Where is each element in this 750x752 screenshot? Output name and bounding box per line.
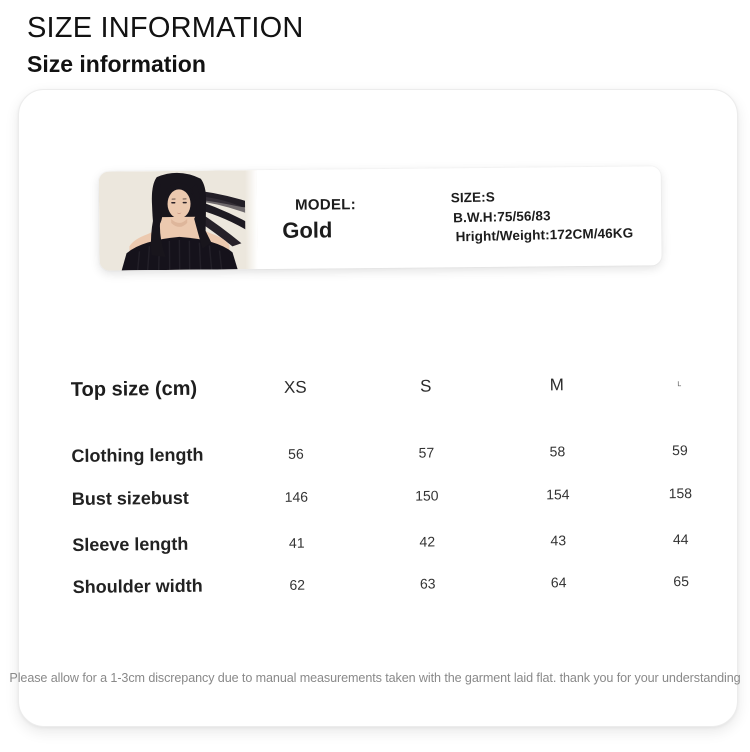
model-identity: MODEL: Gold [282,196,356,244]
cell-value: 58 [549,443,566,460]
column-header-l: L [677,380,682,388]
cell-value: 65 [673,573,690,590]
column-header-m: M [549,375,564,395]
model-photo-illustration [98,170,258,271]
cell-value: 41 [288,534,305,551]
column-header-xs: XS [283,377,307,397]
model-height-weight: Hright/Weight:172CM/46KG [455,225,634,245]
cell-value: 57 [418,444,435,461]
row-label: Sleeve length [72,533,189,555]
cell-value: 59 [672,442,688,459]
cell-value: 63 [419,575,436,592]
table-title: Top size (cm) [70,377,198,401]
row-label: Bust sizebust [71,487,189,509]
table-header-row: Top size (cm) XS S M L [71,359,739,415]
model-label: MODEL: [294,196,357,214]
row-label: Shoulder width [72,575,203,597]
cell-value: 146 [284,488,309,505]
model-photo [98,170,258,271]
cell-value: 150 [415,487,439,504]
row-label: Clothing length [71,444,204,466]
model-name: Gold [282,217,333,243]
page-title-upper: SIZE INFORMATION [27,12,304,44]
cell-value: 64 [550,574,567,591]
cell-value: 44 [672,531,689,548]
cell-value: 158 [668,484,693,502]
table-row-clothing-length: Clothing length 56 57 58 59 [71,428,739,478]
column-header-s: S [420,376,432,396]
measurement-disclaimer: Please allow for a 1-3cm discrepancy due… [9,671,741,685]
size-info-card: MODEL: Gold SIZE:S B.W.H:75/56/83 Hright… [18,89,738,727]
cell-value: 42 [419,533,436,550]
tilted-content: MODEL: Gold SIZE:S B.W.H:75/56/83 Hright… [16,87,740,730]
size-table: Top size (cm) XS S M L Clothing length 5… [71,359,741,615]
table-row-shoulder-width: Shoulder width 62 63 64 65 [72,559,740,609]
cell-value: 56 [288,445,304,462]
cell-value: 154 [546,486,570,503]
table-row-bust: Bust sizebust 146 150 154 158 [72,471,740,521]
cell-value: 62 [289,576,306,593]
cell-value: 43 [550,532,567,549]
model-banner: MODEL: Gold SIZE:S B.W.H:75/56/83 Hright… [98,166,662,271]
model-stats: SIZE:S B.W.H:75/56/83 Hright/Weight:172C… [451,184,634,246]
page-title: Size information [27,51,206,77]
